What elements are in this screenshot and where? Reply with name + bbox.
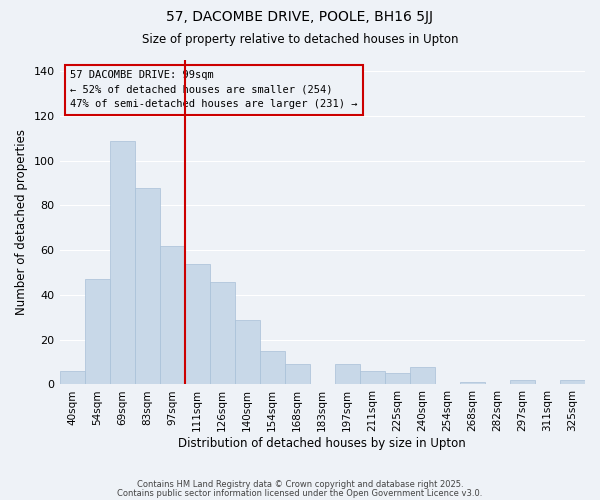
Bar bbox=[59, 371, 85, 384]
Bar bbox=[235, 320, 260, 384]
Bar bbox=[510, 380, 535, 384]
Bar bbox=[160, 246, 185, 384]
Bar bbox=[185, 264, 209, 384]
Text: Size of property relative to detached houses in Upton: Size of property relative to detached ho… bbox=[142, 32, 458, 46]
Bar bbox=[285, 364, 310, 384]
Y-axis label: Number of detached properties: Number of detached properties bbox=[15, 129, 28, 315]
Bar bbox=[209, 282, 235, 385]
Text: 57, DACOMBE DRIVE, POOLE, BH16 5JJ: 57, DACOMBE DRIVE, POOLE, BH16 5JJ bbox=[167, 10, 433, 24]
Bar bbox=[360, 371, 385, 384]
Bar bbox=[85, 280, 110, 384]
Bar bbox=[460, 382, 485, 384]
Text: 57 DACOMBE DRIVE: 99sqm
← 52% of detached houses are smaller (254)
47% of semi-d: 57 DACOMBE DRIVE: 99sqm ← 52% of detache… bbox=[70, 70, 358, 110]
Bar bbox=[560, 380, 585, 384]
Text: Contains public sector information licensed under the Open Government Licence v3: Contains public sector information licen… bbox=[118, 489, 482, 498]
Bar bbox=[134, 188, 160, 384]
Bar bbox=[110, 140, 134, 384]
Bar bbox=[260, 351, 285, 384]
Text: Contains HM Land Registry data © Crown copyright and database right 2025.: Contains HM Land Registry data © Crown c… bbox=[137, 480, 463, 489]
X-axis label: Distribution of detached houses by size in Upton: Distribution of detached houses by size … bbox=[178, 437, 466, 450]
Bar bbox=[410, 366, 435, 384]
Bar bbox=[385, 374, 410, 384]
Bar bbox=[335, 364, 360, 384]
